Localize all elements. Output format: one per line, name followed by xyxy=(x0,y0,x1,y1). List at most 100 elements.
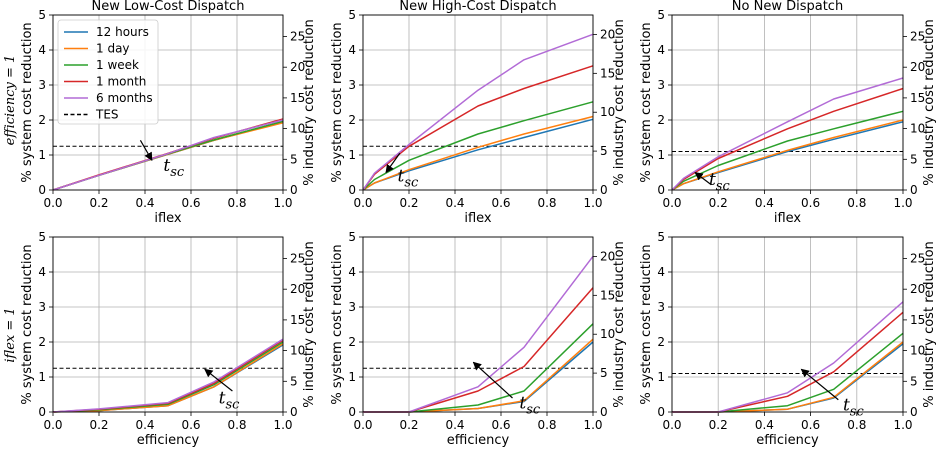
x-tick-label: 0.2 xyxy=(709,196,728,210)
y2-tick-label: 0 xyxy=(910,183,918,197)
y-tick-label: 5 xyxy=(657,230,665,244)
series-line-1-day xyxy=(363,338,594,413)
y2-tick-label: 10 xyxy=(290,344,305,358)
y2-tick-label: 25 xyxy=(290,29,305,43)
y2-tick-label: 0 xyxy=(600,183,608,197)
legend-label: 6 months xyxy=(96,91,153,105)
y-tick-label: 4 xyxy=(348,265,356,279)
y-tick-label: 5 xyxy=(38,8,46,22)
tsc-arrow xyxy=(139,140,153,161)
y-tick-label: 2 xyxy=(348,335,356,349)
x-tick-label: 0.0 xyxy=(353,418,372,432)
y2-tick-label: 15 xyxy=(600,288,615,302)
x-tick-label: 0.6 xyxy=(801,196,820,210)
y2-axis-label: % industry cost reduction xyxy=(922,241,937,408)
tsc-subscript: sc xyxy=(170,165,185,180)
y-tick-label: 2 xyxy=(657,113,665,127)
y-tick-label: 4 xyxy=(657,43,665,57)
y2-tick-label: 15 xyxy=(290,313,305,327)
y2-tick-label: 0 xyxy=(910,405,918,419)
y-tick-label: 0 xyxy=(348,405,356,419)
series-line-6-months xyxy=(362,33,594,191)
y2-axis-label: % industry cost reduction xyxy=(302,241,317,408)
y2-tick-label: 10 xyxy=(910,344,925,358)
x-tick-label: 0.4 xyxy=(135,418,154,432)
y2-tick-label: 15 xyxy=(910,313,925,327)
y2-tick-label: 10 xyxy=(600,327,615,341)
panel-5: 0.0 0.2 0.4 0.6 0.8 1.001234505101520tsceffic… xyxy=(330,230,627,448)
x-tick-label: 0.0 xyxy=(662,196,681,210)
y-tick-label: 5 xyxy=(348,230,356,244)
series-line-1-day xyxy=(671,119,904,191)
x-tick-label: 0.4 xyxy=(135,196,154,210)
x-tick-label: 0.6 xyxy=(801,418,820,432)
y2-axis-label: % industry cost reduction xyxy=(612,19,627,186)
panel-6: 0.0 0.2 0.4 0.6 0.8 1.00123450510152025tsceff… xyxy=(639,230,937,448)
x-tick-label: 0.0 xyxy=(662,418,681,432)
y-axis-label: % system cost reduction xyxy=(20,22,35,182)
x-tick-label: 0.2 xyxy=(709,418,728,432)
y2-tick-label: 20 xyxy=(910,60,925,74)
series-line-1-week xyxy=(362,101,594,191)
series-line-1-month xyxy=(52,339,284,413)
legend-label: 1 week xyxy=(96,58,139,72)
legend-label: 1 day xyxy=(96,42,130,56)
row-label-efficiency: efficiency = 1 xyxy=(3,55,18,146)
y-tick-label: 3 xyxy=(38,300,46,314)
tsc-arrow xyxy=(204,368,233,392)
y-tick-label: 1 xyxy=(348,148,356,162)
y2-axis-label: % industry cost reduction xyxy=(302,19,317,186)
y2-tick-label: 5 xyxy=(910,374,918,388)
y-tick-label: 0 xyxy=(348,183,356,197)
y2-tick-label: 20 xyxy=(290,60,305,74)
x-tick-label: 0.8 xyxy=(537,418,556,432)
y-tick-label: 3 xyxy=(657,78,665,92)
x-tick-label: 0.6 xyxy=(181,418,200,432)
y2-tick-label: 5 xyxy=(910,152,918,166)
x-tick-label: 0.4 xyxy=(445,196,464,210)
series-line-1-month xyxy=(363,287,594,413)
legend-label: 12 hours xyxy=(96,25,149,39)
x-axis-label: efficiency xyxy=(756,433,819,448)
x-axis-label: iflex xyxy=(154,211,182,226)
y-tick-label: 3 xyxy=(348,300,356,314)
tsc-subscript: sc xyxy=(526,403,541,418)
y2-tick-label: 20 xyxy=(910,282,925,296)
y2-tick-label: 10 xyxy=(290,122,305,136)
tsc-arrow xyxy=(800,368,839,401)
y2-tick-label: 25 xyxy=(910,251,925,265)
y-axis-label: % system cost reduction xyxy=(639,22,654,182)
x-axis-label: iflex xyxy=(464,211,492,226)
y-tick-label: 4 xyxy=(38,265,46,279)
x-axis-label: efficiency xyxy=(447,433,510,448)
tsc-subscript: sc xyxy=(225,397,240,412)
x-tick-label: 0.4 xyxy=(445,418,464,432)
y-tick-label: 0 xyxy=(38,183,46,197)
y2-tick-label: 5 xyxy=(600,366,608,380)
x-tick-label: 0.6 xyxy=(491,418,510,432)
row-label-iflex: iflex = 1 xyxy=(3,307,18,362)
y2-tick-label: 15 xyxy=(910,91,925,105)
x-tick-label: 0.0 xyxy=(43,196,62,210)
y-tick-label: 2 xyxy=(38,335,46,349)
axes-frame xyxy=(362,236,594,413)
y-tick-label: 4 xyxy=(38,43,46,57)
y2-tick-label: 5 xyxy=(290,152,298,166)
tsc-arrow xyxy=(385,152,401,174)
x-tick-label: 0.2 xyxy=(399,196,418,210)
tsc-arrow xyxy=(694,171,712,186)
legend: 12 hours 1 day 1 week 1 month 6 months TES xyxy=(57,19,159,125)
tsc-subscript: sc xyxy=(850,404,865,419)
y-axis-label: % system cost reduction xyxy=(639,244,654,404)
panel-title: No New Dispatch xyxy=(732,0,843,14)
series-line-1-week xyxy=(672,332,904,413)
y-tick-label: 1 xyxy=(657,148,665,162)
y-tick-label: 4 xyxy=(348,43,356,57)
tsc-arrow xyxy=(472,361,513,399)
y2-tick-label: 10 xyxy=(600,105,615,119)
x-tick-label: 0.0 xyxy=(43,418,62,432)
y-tick-label: 1 xyxy=(657,370,665,384)
x-tick-label: 0.6 xyxy=(491,196,510,210)
y2-tick-label: 10 xyxy=(910,122,925,136)
